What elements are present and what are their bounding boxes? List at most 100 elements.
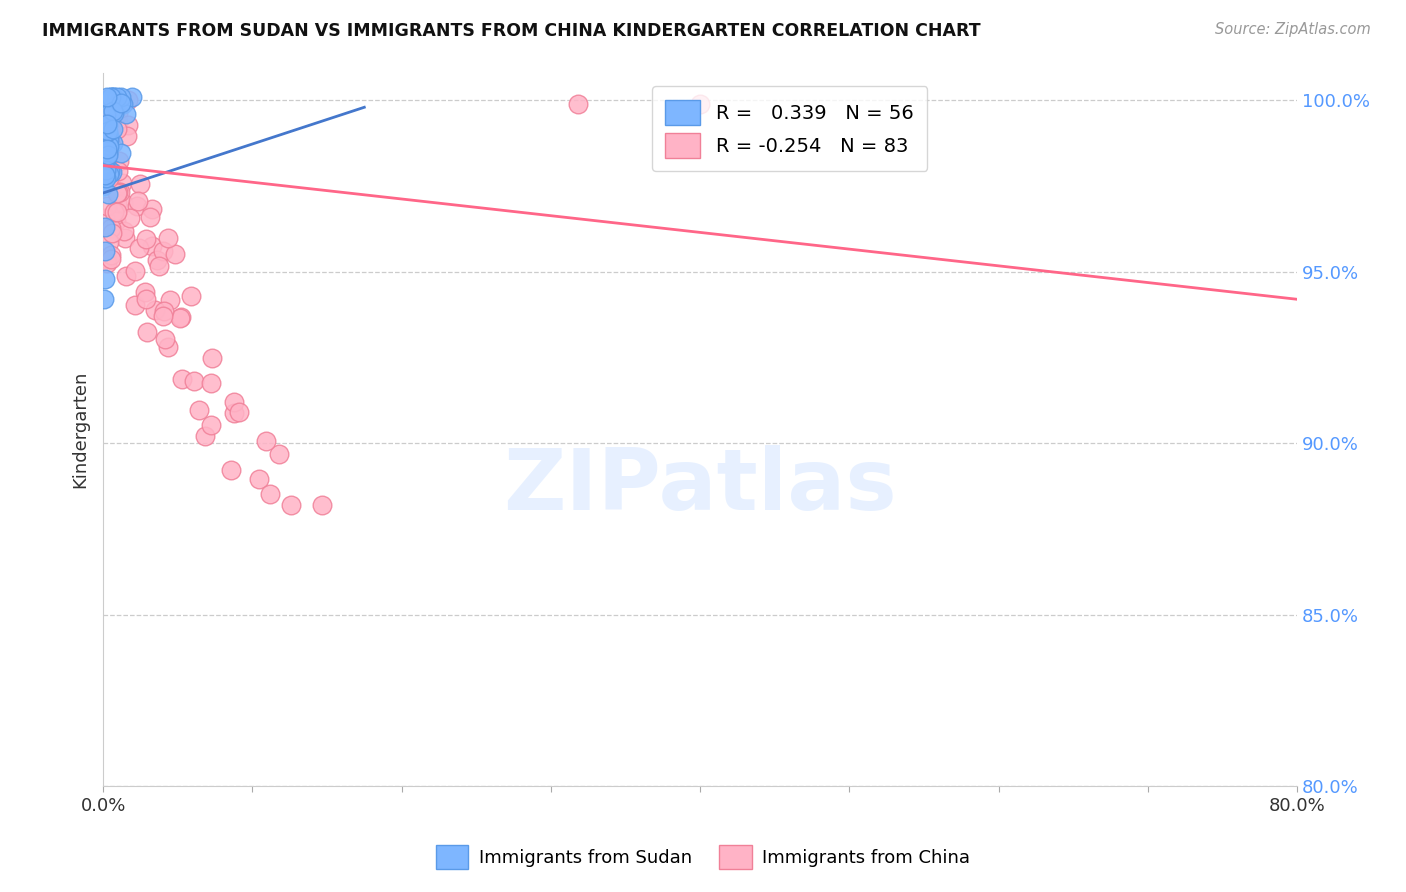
Point [93, 151, 115, 165]
Point [100, 221, 122, 235]
Point [100, 248, 122, 262]
Point [152, 309, 174, 323]
Point [94, 211, 117, 225]
Point [170, 310, 193, 324]
Point [155, 332, 177, 346]
Point [159, 293, 181, 307]
Point [103, 90, 125, 104]
Point [96, 90, 118, 104]
Point [93, 93, 115, 107]
Point [194, 428, 217, 442]
Point [201, 351, 224, 365]
Point [100, 165, 122, 179]
Point [94, 156, 117, 170]
Point [107, 106, 129, 120]
Point [180, 289, 202, 303]
Point [219, 463, 242, 477]
Point [93, 143, 115, 157]
Point [100, 252, 122, 266]
Point [93, 220, 115, 235]
Point [104, 214, 127, 228]
Point [93, 293, 115, 307]
Point [183, 374, 205, 388]
Point [107, 185, 129, 199]
Point [98, 167, 121, 181]
Point [101, 136, 124, 151]
Point [269, 447, 291, 461]
Point [117, 93, 139, 107]
Point [96, 125, 118, 139]
Point [93, 244, 115, 259]
Point [143, 303, 166, 318]
Text: Source: ZipAtlas.com: Source: ZipAtlas.com [1215, 22, 1371, 37]
Point [96, 142, 118, 156]
Point [96, 256, 118, 270]
Point [254, 434, 277, 449]
Point [103, 90, 125, 104]
Point [224, 394, 246, 409]
Point [103, 106, 125, 120]
Point [107, 115, 129, 129]
Point [98, 171, 121, 186]
Point [135, 292, 157, 306]
Point [93, 178, 115, 193]
Point [96, 148, 118, 162]
Point [148, 259, 170, 273]
Point [93, 120, 115, 135]
Point [163, 247, 186, 261]
Point [187, 403, 209, 417]
Point [105, 186, 128, 201]
Point [117, 119, 139, 133]
Point [127, 194, 149, 208]
Point [97, 124, 120, 138]
Point [97, 145, 120, 160]
Point [139, 210, 162, 224]
Point [120, 211, 142, 226]
Point [567, 96, 589, 111]
Y-axis label: Kindergarten: Kindergarten [72, 371, 89, 488]
Point [100, 90, 122, 104]
Point [169, 310, 191, 325]
Point [152, 304, 174, 318]
Point [110, 145, 132, 160]
Point [93, 146, 115, 161]
Point [96, 116, 118, 130]
Point [104, 99, 127, 113]
Point [97, 133, 120, 147]
Point [121, 90, 143, 104]
Point [128, 242, 150, 256]
Point [135, 231, 157, 245]
Point [112, 96, 135, 111]
Point [94, 156, 117, 170]
Text: ZIPatlas: ZIPatlas [503, 445, 897, 528]
Point [93, 271, 115, 285]
Point [689, 96, 711, 111]
Point [145, 252, 167, 267]
Point [108, 185, 131, 199]
Point [96, 199, 118, 213]
Point [157, 340, 180, 354]
Point [94, 176, 117, 190]
Point [93, 120, 115, 135]
Point [97, 135, 120, 149]
Point [94, 170, 117, 185]
Point [136, 325, 159, 339]
Point [97, 145, 120, 159]
Point [127, 199, 149, 213]
Point [228, 405, 250, 419]
Point [96, 133, 118, 147]
Point [107, 163, 129, 178]
Point [97, 128, 120, 143]
Point [96, 108, 118, 122]
Point [100, 90, 122, 104]
Point [110, 96, 132, 111]
Point [105, 196, 128, 211]
Point [97, 187, 120, 202]
Point [101, 103, 124, 118]
Point [157, 230, 180, 244]
Point [98, 138, 121, 153]
Point [222, 406, 245, 420]
Legend: R =   0.339   N = 56, R = -0.254   N = 83: R = 0.339 N = 56, R = -0.254 N = 83 [652, 87, 928, 171]
Point [105, 122, 128, 136]
Point [97, 118, 120, 132]
